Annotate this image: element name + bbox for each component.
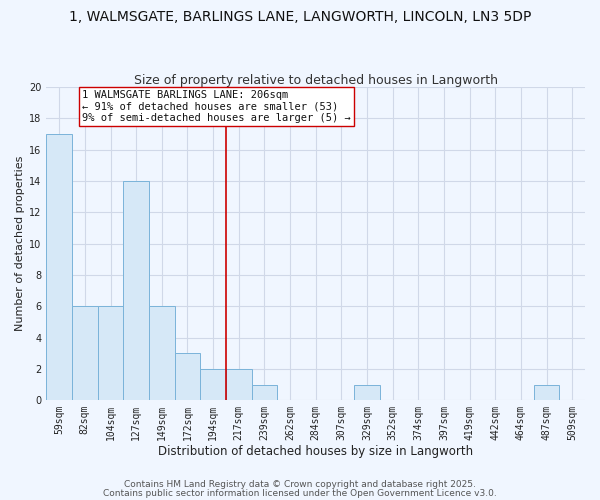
Bar <box>72 306 98 400</box>
Bar <box>251 384 277 400</box>
Bar <box>175 353 200 400</box>
X-axis label: Distribution of detached houses by size in Langworth: Distribution of detached houses by size … <box>158 444 473 458</box>
Bar <box>354 384 380 400</box>
Text: Contains HM Land Registry data © Crown copyright and database right 2025.: Contains HM Land Registry data © Crown c… <box>124 480 476 489</box>
Y-axis label: Number of detached properties: Number of detached properties <box>15 156 25 332</box>
Bar <box>226 369 251 400</box>
Bar <box>124 181 149 400</box>
Bar <box>46 134 72 400</box>
Bar <box>98 306 124 400</box>
Bar <box>149 306 175 400</box>
Bar <box>534 384 559 400</box>
Text: Contains public sector information licensed under the Open Government Licence v3: Contains public sector information licen… <box>103 488 497 498</box>
Title: Size of property relative to detached houses in Langworth: Size of property relative to detached ho… <box>134 74 498 87</box>
Text: 1, WALMSGATE, BARLINGS LANE, LANGWORTH, LINCOLN, LN3 5DP: 1, WALMSGATE, BARLINGS LANE, LANGWORTH, … <box>69 10 531 24</box>
Bar <box>200 369 226 400</box>
Text: 1 WALMSGATE BARLINGS LANE: 206sqm
← 91% of detached houses are smaller (53)
9% o: 1 WALMSGATE BARLINGS LANE: 206sqm ← 91% … <box>82 90 351 124</box>
